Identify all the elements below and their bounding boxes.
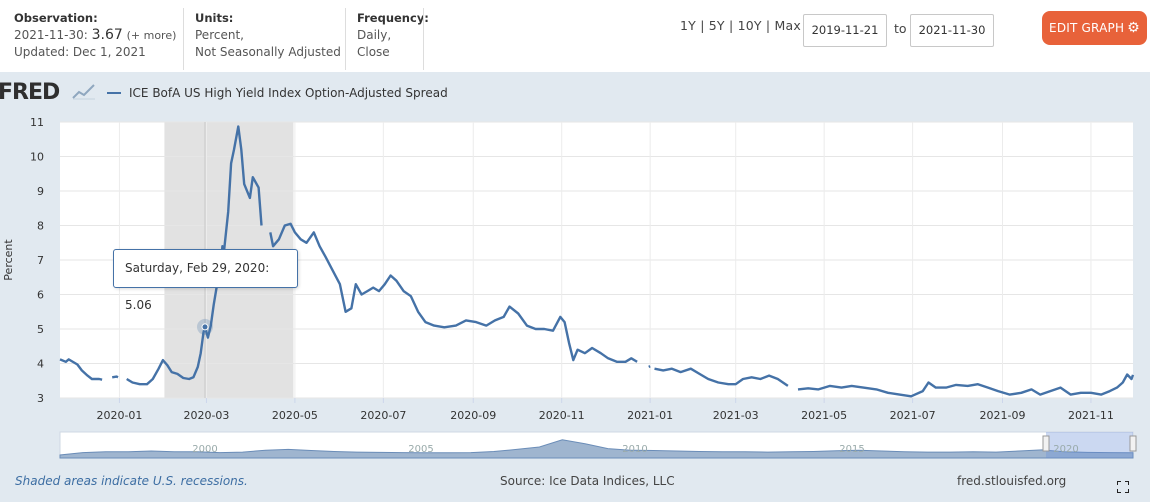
series-line <box>126 125 263 386</box>
y-tick-label: 3 <box>37 392 44 405</box>
x-tick-label: 2021-05 <box>801 409 847 422</box>
observation-more-link[interactable]: (+ more) <box>126 29 177 42</box>
observation-block: Observation: 2021-11-30: 3.67 (+ more) U… <box>14 10 176 61</box>
x-tick-label: 2020-03 <box>183 409 229 422</box>
divider <box>345 8 346 70</box>
frequency-line-1: Daily, <box>357 28 392 42</box>
line-chart[interactable]: 3 4 5 6 7 8 9 10 11 2020-01 2020-03 2020-05 2020-07 2… <box>0 108 1150 468</box>
y-axis-label: Percent <box>2 239 15 281</box>
x-tick-label: 2020-09 <box>450 409 496 422</box>
x-tick-label: 2020-11 <box>539 409 585 422</box>
navigator-year-label: 2000 <box>192 444 217 455</box>
series-line <box>797 373 1135 398</box>
navigator-handle-left <box>1042 435 1050 452</box>
gear-icon: ⚙ <box>1127 20 1140 36</box>
units-heading: Units: <box>195 11 234 25</box>
edit-graph-button[interactable]: EDIT GRAPH ⚙ <box>1042 11 1147 45</box>
y-tick-label: 9 <box>37 185 44 198</box>
x-tick-label: 2021-01 <box>627 409 673 422</box>
frequency-block: Frequency: Daily, Close <box>357 10 429 61</box>
range-10y-button[interactable]: 10Y <box>737 18 762 33</box>
start-date-input[interactable]: 2019-11-21 <box>803 14 887 47</box>
x-tick-label: 2021-07 <box>890 409 936 422</box>
navigator-series <box>59 439 1134 459</box>
y-tick-label: 11 <box>30 116 44 129</box>
x-tick-label: 2021-03 <box>713 409 759 422</box>
navigator-handle-right <box>1129 435 1137 452</box>
chart-tooltip: Saturday, Feb 29, 2020: 5.06 <box>113 249 298 312</box>
x-tick-label: 2020-01 <box>96 409 142 422</box>
chart-legend: ICE BofA US High Yield Index Option-Adju… <box>107 86 448 100</box>
range-max-button[interactable]: Max <box>774 18 801 33</box>
tooltip-date: Saturday, Feb 29, 2020: <box>125 261 270 275</box>
units-line-1: Percent, <box>195 28 244 42</box>
fred-logo: FRED <box>0 80 98 106</box>
x-tick-label: 2020-07 <box>360 409 406 422</box>
series-line <box>112 375 119 379</box>
observation-heading: Observation: <box>14 11 98 25</box>
y-tick-label: 10 <box>30 151 44 164</box>
range-5y-button[interactable]: 5Y <box>708 18 725 33</box>
navigator-year-label: 2020 <box>1053 444 1078 455</box>
x-tick-label: 2020-05 <box>272 409 318 422</box>
fullscreen-icon[interactable] <box>1117 481 1129 493</box>
legend-swatch <box>107 92 121 94</box>
y-tick-label: 5 <box>37 323 44 336</box>
fred-logo-text: FRED <box>0 80 60 105</box>
frequency-heading: Frequency: <box>357 11 429 25</box>
navigator-year-label: 2005 <box>408 444 433 455</box>
y-tick-label: 8 <box>37 220 44 233</box>
range-separator: | <box>728 18 738 33</box>
divider <box>183 8 184 70</box>
x-tick-label: 2021-09 <box>980 409 1026 422</box>
y-tick-label: 6 <box>37 289 44 302</box>
observation-updated: Updated: Dec 1, 2021 <box>14 45 146 59</box>
divider <box>423 8 424 70</box>
series-line <box>654 367 789 387</box>
recession-note: Shaded areas indicate U.S. recessions. <box>15 474 248 488</box>
trend-line-icon <box>72 84 95 100</box>
legend-label: ICE BofA US High Yield Index Option-Adju… <box>129 86 448 100</box>
range-1y-button[interactable]: 1Y <box>680 18 696 33</box>
y-tick-label: 4 <box>37 358 44 371</box>
series-line <box>59 358 103 381</box>
series-line <box>648 365 651 369</box>
end-date-input[interactable]: 2021-11-30 <box>910 14 994 47</box>
range-selector: 1Y | 5Y | 10Y | Max <box>680 18 801 33</box>
observation-value: 3.67 <box>91 27 123 43</box>
units-block: Units: Percent, Not Seasonally Adjusted <box>195 10 341 61</box>
date-range-to-label: to <box>894 21 907 36</box>
navigator-year-label: 2010 <box>622 444 647 455</box>
highlight-point <box>201 323 209 331</box>
tooltip-value: 5.06 <box>125 298 152 312</box>
x-tick-label: 2021-11 <box>1068 409 1114 422</box>
edit-graph-label: EDIT GRAPH <box>1049 21 1125 35</box>
site-link[interactable]: fred.stlouisfed.org <box>957 474 1067 488</box>
y-tick-label: 7 <box>37 254 44 267</box>
observation-date: 2021-11-30: <box>14 28 88 42</box>
series-line <box>269 222 638 363</box>
range-separator: | <box>700 18 709 33</box>
frequency-line-2: Close <box>357 45 390 59</box>
navigator-window <box>1046 432 1133 458</box>
range-separator: | <box>765 18 775 33</box>
series-info-header: Observation: 2021-11-30: 3.67 (+ more) U… <box>0 0 1150 72</box>
data-source: Source: Ice Data Indices, LLC <box>500 474 675 488</box>
units-line-2: Not Seasonally Adjusted <box>195 45 341 59</box>
navigator-year-label: 2015 <box>839 444 864 455</box>
